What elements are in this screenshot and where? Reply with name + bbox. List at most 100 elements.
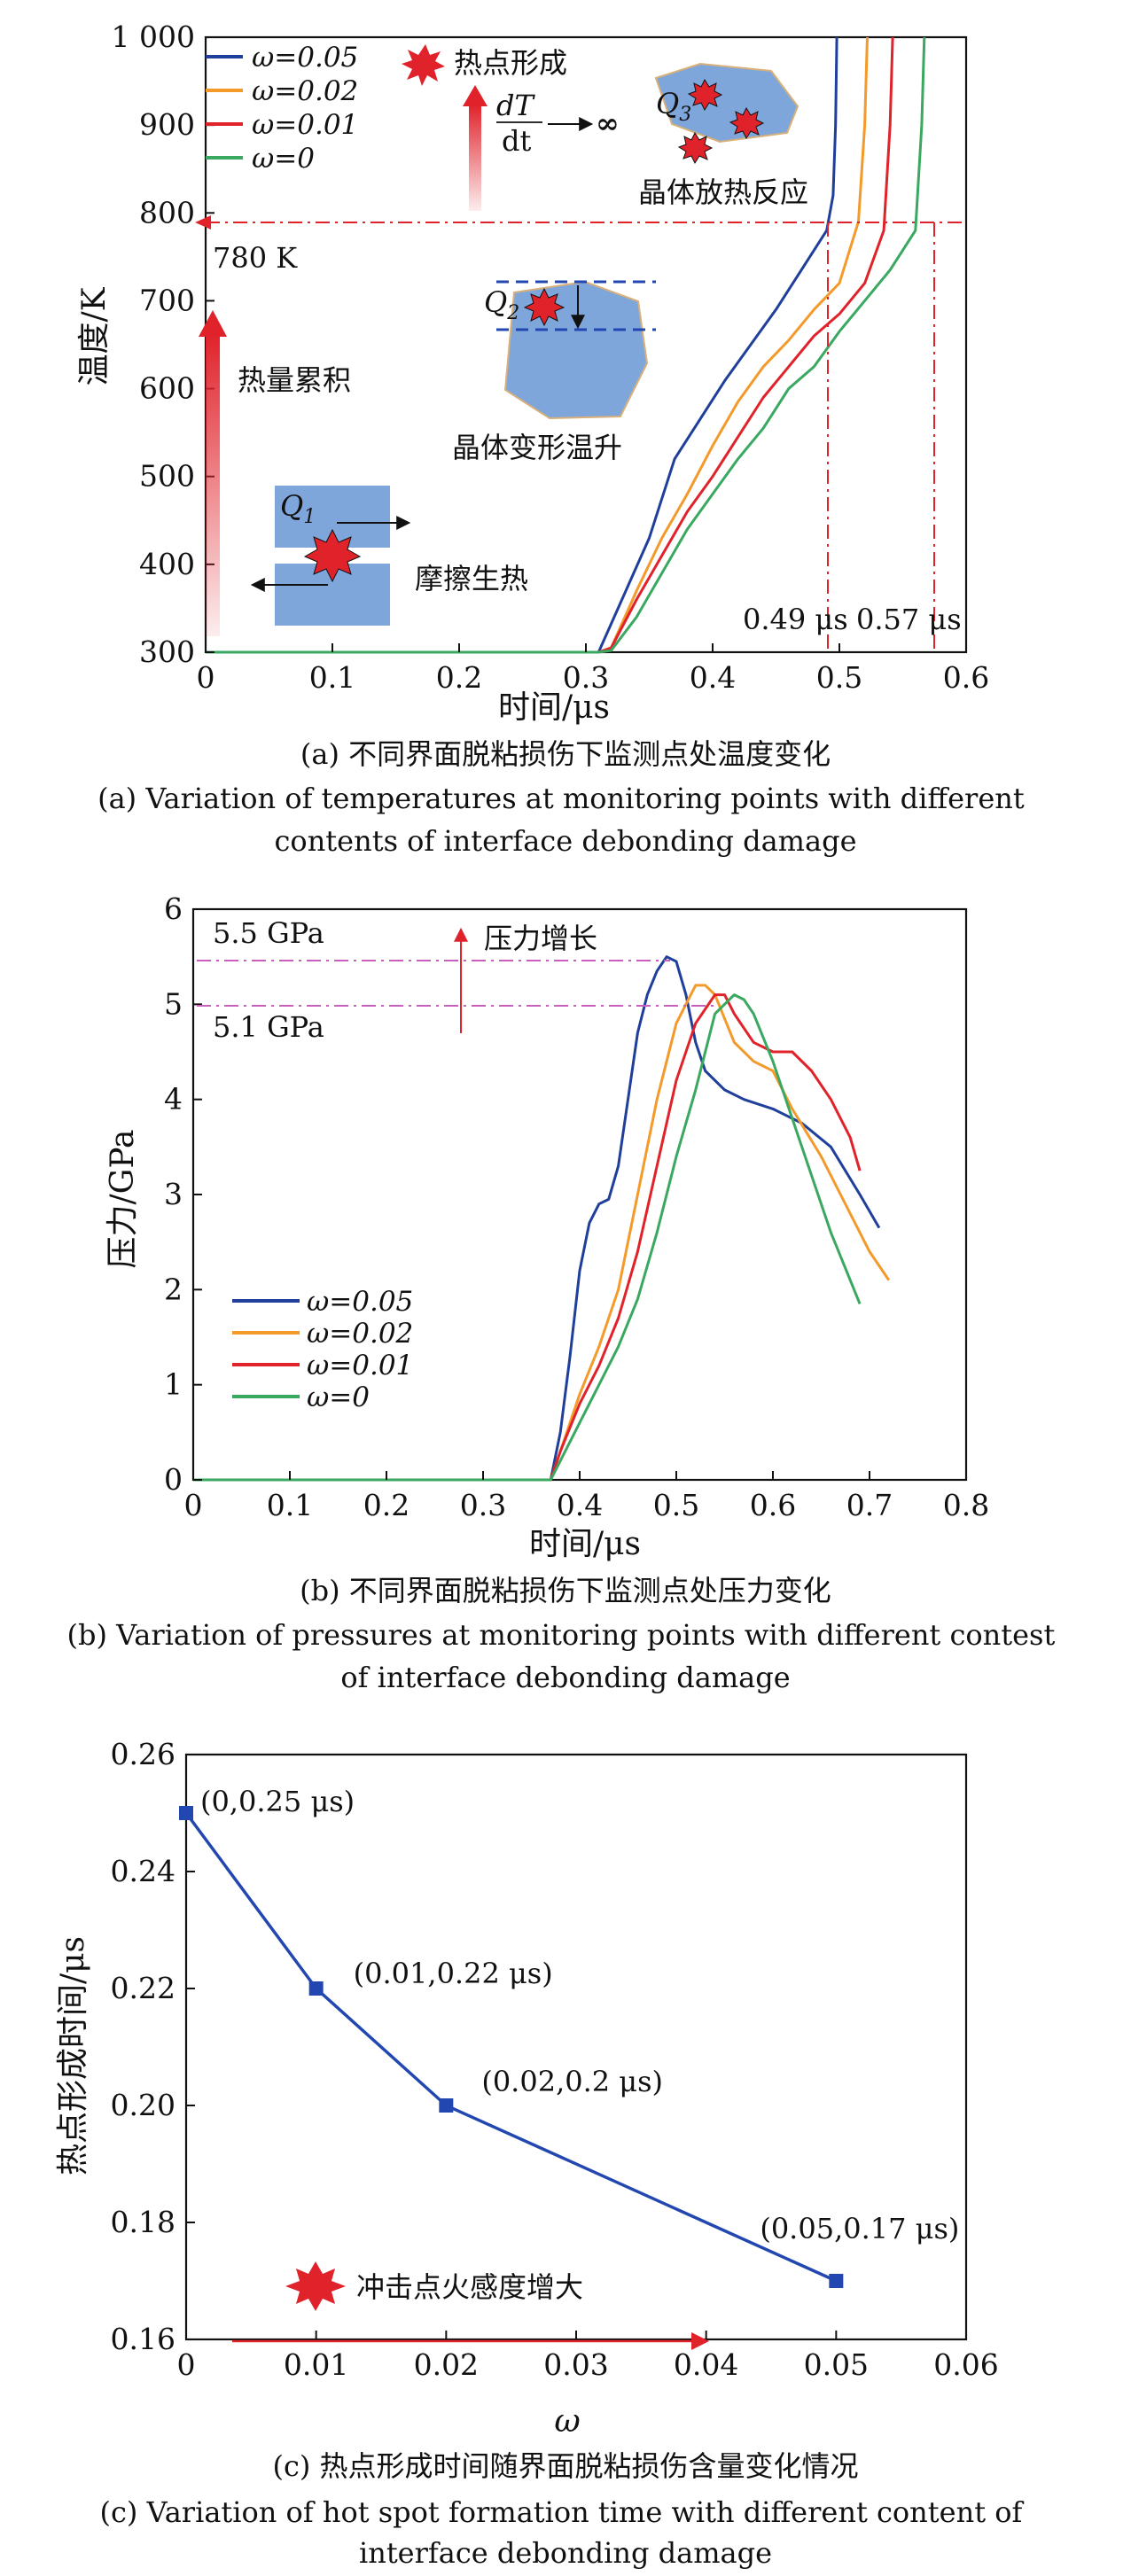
data-point-label: (0.02,0.2 μs) [481,2065,663,2098]
y-tick-label: 1 000 [112,19,195,54]
heat-acc-label: 热量累积 [238,363,351,397]
x-tick-label: 0.02 [414,2347,479,2382]
b-legend-label-w005: ω=0.05 [307,1286,413,1318]
x-tick-label: 0.4 [690,660,736,695]
infinity-label: ∞ [596,106,620,140]
data-point-marker [439,2098,454,2113]
chart-b-caption-cn: (b) 不同界面脱粘损伤下监测点处压力变化 [300,1574,831,1607]
chart-b-xlabel: 时间/μs [529,1526,641,1562]
legend-label-w005: ω=0.05 [252,42,358,74]
deform-label: 晶体变形温升 [452,431,622,464]
chart-a-series [206,36,926,654]
crystal-deform-blob [503,280,649,420]
heat-acc-arrow [206,335,220,636]
y-tick-label: 0.20 [111,2088,176,2122]
q2-label: Q2 [484,285,519,324]
chart-c-caption-cn: (c) 热点形成时间随界面脱粘损伤含量变化情况 [272,2449,858,2483]
time-049-label: 0.49 μs [743,603,848,636]
chart-b-series [193,955,891,1482]
series-line-w0 [193,993,862,1482]
x-tick-label: 0.01 [284,2347,348,2382]
x-tick-label: 0.2 [436,660,482,695]
hotspot-rise-arrow [469,105,481,211]
series-line-w001 [206,36,894,654]
y-tick-label: 2 [164,1272,183,1306]
x-tick-label: 0.05 [804,2347,869,2382]
series-line-w002 [193,984,891,1482]
x-tick-label: 0.3 [460,1488,506,1522]
p51-label: 5.1 GPa [213,1010,324,1044]
chart-b-pressure: 0 0.1 0.2 0.3 0.4 0.5 0.6 0.7 0.8 0 1 2 3 4 5 6 压力增长 5.… [66,891,1064,1694]
y-tick-label: 500 [139,459,195,494]
x-tick-label: 0.4 [557,1488,603,1522]
chart-c-ylabel: 热点形成时间/μs [55,1936,91,2175]
x-tick-label: 0 [197,660,215,695]
chart-b-ylabel: 压力/GPa [105,1130,141,1269]
chart-a-guides [206,222,964,652]
hotspot-burst-icon [402,44,445,86]
chart-c-caption-en: (c) Variation of hot spot formation time… [99,2495,1031,2570]
b-legend-label-w0: ω=0 [307,1381,370,1413]
x-tick-label: 0.7 [846,1488,893,1522]
p55-label: 5.5 GPa [213,916,324,950]
y-tick-label: 0.16 [111,2322,176,2356]
data-point-marker [308,1981,324,1996]
q1-label: Q1 [280,489,316,528]
y-tick-label: 600 [139,371,195,406]
friction-label: 摩擦生热 [415,562,528,595]
chart-b-caption-en-line1: (b) Variation of pressures at monitoring… [66,1618,1055,1652]
chart-c-xlabel: ω [554,2403,580,2440]
x-tick-label: 0.6 [943,660,989,695]
exo-burst-1-icon [687,78,723,112]
time-057-label: 0.57 μs [856,603,962,636]
chart-a-ylabel: 温度/K [76,286,113,385]
chart-c-ticks: 0 0.01 0.02 0.03 0.04 0.05 0.06 0.16 0.18 0.20 0.2… [111,1737,999,2382]
y-tick-label: 0.22 [111,1971,176,2005]
x-tick-label: 0.2 [363,1488,410,1522]
ignition-sens-label: 冲击点火感度增大 [356,2270,583,2304]
chart-a-temperature: 0 0.1 0.2 0.3 0.4 0.5 0.6 300 400 500 600 700 800 900… [76,19,1025,858]
series-line-s0 [184,1811,838,2283]
friction-burst-icon [303,528,362,583]
y-tick-label: 1 [164,1367,183,1402]
exo-label: 晶体放热反应 [638,175,808,209]
data-point-marker [829,2274,844,2288]
x-tick-label: 0.1 [309,660,355,695]
temp-780-arrowhead [195,215,211,230]
series-line-w005 [206,36,838,654]
dt-label: dt [502,124,531,158]
chart-b-caption-en: (b) Variation of pressures at monitoring… [66,1618,1064,1694]
chart-a-xlabel: 时间/μs [498,689,610,726]
chart-c-frame [184,1753,968,2341]
chart-a-caption-cn: (a) 不同界面脱粘损伤下监测点处温度变化 [300,737,831,771]
x-tick-label: 0.5 [653,1488,699,1522]
y-tick-label: 4 [164,1082,183,1117]
chart-b-guides [197,960,716,1007]
chart-b-legend: ω=0.05 ω=0.02 ω=0.01 ω=0 [232,1286,413,1413]
y-tick-label: 5 [164,986,183,1021]
y-tick-label: 900 [139,107,195,142]
x-tick-label: 0.8 [943,1488,989,1522]
exo-burst-3-icon [677,131,714,165]
x-tick-label: 0.03 [543,2347,608,2382]
x-tick-label: 0.6 [750,1488,796,1522]
x-tick-label: 0 [184,1488,203,1522]
x-tick-label: 0.06 [933,2347,998,2382]
chart-c-caption-en-line1: (c) Variation of hot spot formation time… [99,2495,1024,2529]
series-line-w002 [206,36,869,654]
y-tick-label: 0.18 [111,2205,176,2239]
y-tick-label: 3 [164,1177,183,1211]
series-line-w005 [193,955,881,1482]
b-legend-label-w001: ω=0.01 [307,1350,413,1381]
legend-label-w0: ω=0 [252,143,315,175]
exo-burst-2-icon [729,106,765,140]
legend-label-w001: ω=0.01 [252,109,358,141]
temp-780-label: 780 K [213,241,298,275]
chart-c-caption-en-line2: interface debonding damage [359,2536,772,2570]
chart-a-ticks: 0 0.1 0.2 0.3 0.4 0.5 0.6 300 400 500 600 700 800 900… [112,19,990,695]
data-point-label: (0,0.25 μs) [200,1785,355,1818]
data-point-label: (0.01,0.22 μs) [354,1957,553,1990]
legend-label-w002: ω=0.02 [252,75,358,107]
chart-b-caption-en-line2: of interface debonding damage [340,1661,790,1694]
